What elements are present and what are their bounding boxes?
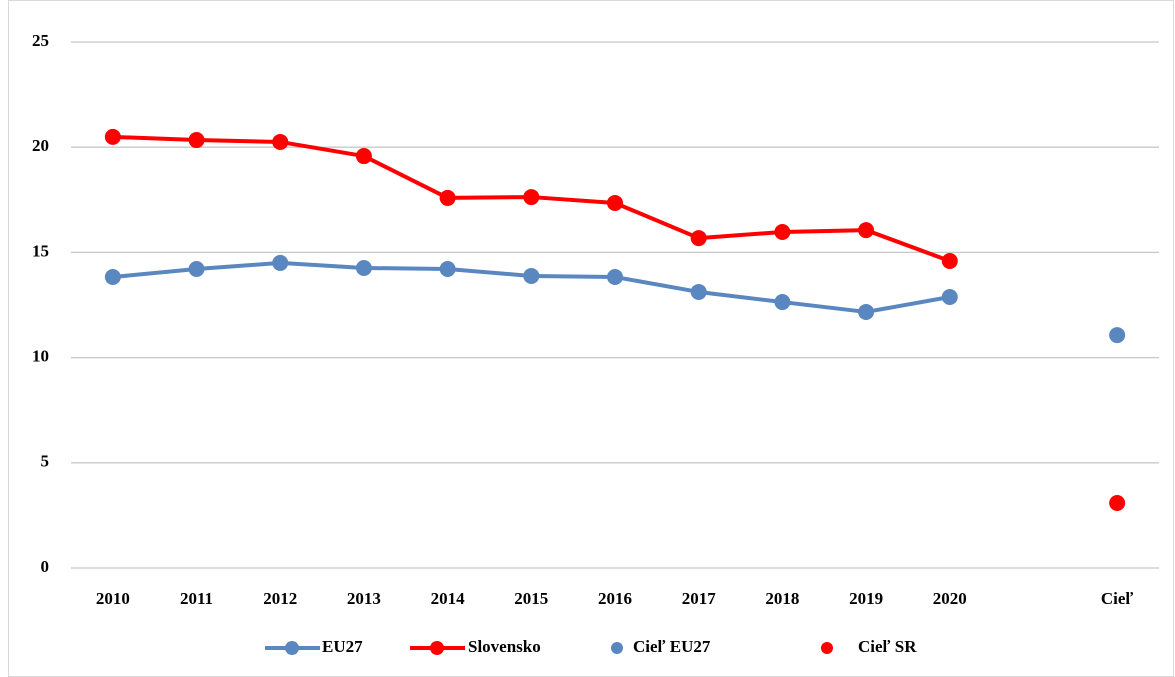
x-tick-label: 2016 [598,589,632,608]
data-point [774,223,791,240]
data-point [188,261,205,278]
legend-label: Cieľ EU27 [633,637,711,656]
data-point [607,269,623,286]
legend-label: Slovensko [468,637,541,656]
data-point [774,294,791,311]
data-point [690,283,707,300]
y-tick-label: 20 [32,136,49,155]
x-tick-label: 2018 [765,589,799,608]
x-tick-label: 2014 [431,589,466,608]
y-tick-label: 5 [41,452,50,471]
x-tick-label: 2017 [682,589,717,608]
data-point [523,189,540,206]
data-point [104,269,121,286]
data-point [941,253,958,270]
legend-marker [285,641,299,655]
y-tick-label: 10 [32,347,49,366]
data-point [523,267,540,284]
y-tick-label: 0 [41,557,50,576]
data-point [1109,494,1126,511]
x-tick-label: 2011 [180,589,213,608]
y-tick-label: 15 [32,241,49,260]
legend-marker [430,641,444,655]
data-point [355,259,372,276]
data-point [439,189,456,206]
data-point [1109,327,1126,344]
data-point [272,254,289,271]
data-point [690,230,707,247]
x-tick-label: 2015 [514,589,548,608]
data-point [941,289,958,306]
data-point [272,133,289,150]
x-tick-label: 2020 [933,589,967,608]
x-tick-label: 2012 [263,589,297,608]
data-point [858,222,875,239]
legend-label: EU27 [322,637,363,656]
x-tick-label: 2010 [96,589,130,608]
data-point [858,303,875,320]
legend-marker [611,642,623,654]
data-point [607,194,623,211]
x-tick-label: 2013 [347,589,381,608]
x-tick-label: Cieľ [1101,589,1134,608]
data-point [355,148,372,165]
chart-border [8,0,1174,677]
data-point [104,128,121,145]
data-point [439,261,456,278]
legend-marker [821,642,833,654]
x-tick-label: 2019 [849,589,883,608]
y-tick-label: 25 [32,31,49,50]
data-point [188,132,205,149]
legend-label: Cieľ SR [858,637,917,656]
